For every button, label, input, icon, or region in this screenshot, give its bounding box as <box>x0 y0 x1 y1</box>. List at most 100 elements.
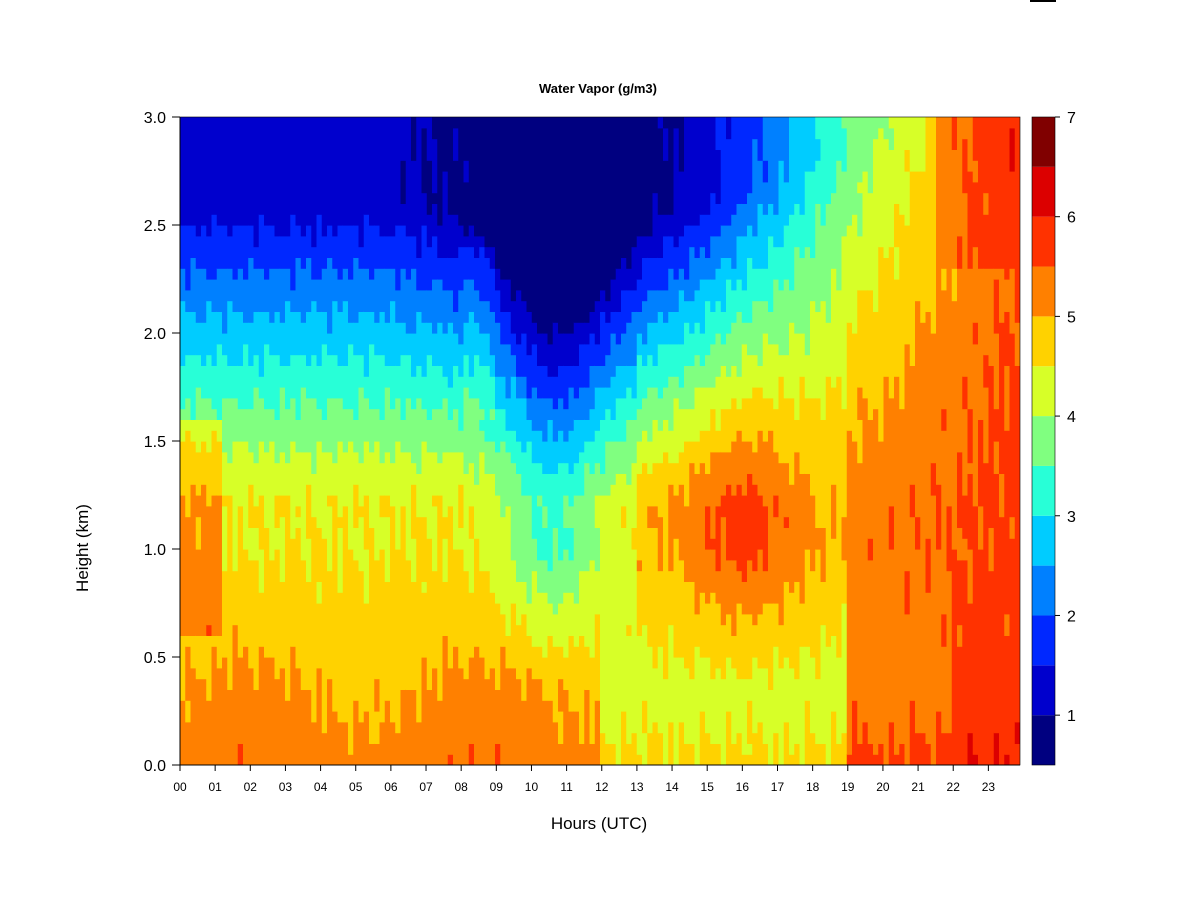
heatmap-cell <box>531 678 538 765</box>
heatmap-cell <box>678 235 685 269</box>
heatmap-cell <box>584 462 591 572</box>
heatmap-cell <box>631 462 638 528</box>
heatmap-cell <box>778 160 785 248</box>
heatmap-cell <box>841 559 848 604</box>
heatmap-cell <box>505 451 512 507</box>
heatmap-cell <box>694 354 701 388</box>
heatmap-cell <box>300 117 307 237</box>
heatmap-cell <box>374 743 381 765</box>
heatmap-cell <box>405 397 412 453</box>
heatmap-cell <box>768 603 774 690</box>
colorbar-swatch <box>1032 615 1055 666</box>
heatmap-cell <box>668 117 675 215</box>
heatmap-cell <box>227 689 234 765</box>
heatmap-cell <box>311 279 318 302</box>
heatmap-cell <box>705 300 711 356</box>
heatmap-cell <box>631 246 638 291</box>
heatmap-cell <box>1004 430 1011 615</box>
heatmap-cell <box>411 333 417 377</box>
heatmap-cell <box>248 667 255 765</box>
heatmap-cell <box>421 376 428 410</box>
heatmap-cell <box>201 441 207 485</box>
heatmap-cell <box>867 192 874 291</box>
heatmap-cell <box>474 397 480 485</box>
heatmap-cell <box>873 117 879 140</box>
heatmap-cell <box>495 268 501 291</box>
heatmap-cell <box>195 451 202 496</box>
heatmap-cell <box>689 743 696 765</box>
heatmap-cell <box>589 408 596 442</box>
heatmap-cell <box>673 538 680 658</box>
heatmap-cell <box>909 171 916 366</box>
colorbar-tick-label: 2 <box>1067 608 1076 625</box>
heatmap-cell <box>647 257 654 291</box>
heatmap-cell <box>552 646 559 723</box>
heatmap-cell <box>363 711 370 765</box>
heatmap-cell <box>505 397 512 431</box>
heatmap-cell <box>400 203 407 226</box>
heatmap-cell <box>957 268 963 453</box>
heatmap-cell <box>510 333 517 356</box>
heatmap-cell <box>363 495 370 550</box>
heatmap-cell <box>647 289 654 323</box>
heatmap-cell <box>836 160 843 291</box>
heatmap-cell <box>626 322 633 366</box>
heatmap-cell <box>463 473 470 572</box>
heatmap-cell <box>332 354 339 399</box>
heatmap-cell <box>657 646 664 734</box>
heatmap-cell <box>437 257 444 280</box>
heatmap-cell <box>227 268 234 302</box>
heatmap-cell <box>453 160 459 215</box>
heatmap-cell <box>636 235 643 280</box>
heatmap-cell <box>290 311 297 356</box>
heatmap-cell <box>652 721 659 765</box>
heatmap-area <box>180 117 1020 765</box>
heatmap-cell <box>274 678 281 765</box>
heatmap-cell <box>500 343 507 377</box>
heatmap-cell <box>573 397 580 420</box>
heatmap-cell <box>526 635 533 669</box>
heatmap-cell <box>458 549 465 669</box>
heatmap-cell <box>185 635 192 647</box>
heatmap-cell <box>731 365 738 399</box>
heatmap-cell <box>516 397 522 442</box>
heatmap-cell <box>621 505 627 528</box>
heatmap-cell <box>941 117 948 269</box>
heatmap-cell <box>201 365 207 399</box>
heatmap-cell <box>589 743 596 765</box>
heatmap-cell <box>526 495 533 604</box>
y-tick-label: 2.5 <box>144 218 166 235</box>
heatmap-cell <box>542 700 549 765</box>
heatmap-cell <box>526 441 533 496</box>
corner-mark <box>1030 0 1056 2</box>
heatmap-cell <box>206 505 213 626</box>
heatmap-cell <box>831 387 837 485</box>
heatmap-cell <box>505 279 512 312</box>
heatmap-cell <box>369 117 375 226</box>
heatmap-cell <box>521 581 528 615</box>
heatmap-cell <box>663 117 669 129</box>
heatmap-cell <box>762 441 769 507</box>
heatmap-cell <box>705 430 711 474</box>
heatmap-cell <box>972 117 979 161</box>
heatmap-cell <box>348 322 354 345</box>
heatmap-cell <box>642 462 648 626</box>
heatmap-cell <box>206 235 213 280</box>
heatmap-cell <box>500 441 507 518</box>
heatmap-cell <box>363 214 370 269</box>
heatmap-cell <box>447 214 454 258</box>
heatmap-cell <box>915 171 921 302</box>
heatmap-cell <box>594 613 601 701</box>
heatmap-cell <box>279 365 286 388</box>
heatmap-cell <box>983 354 990 388</box>
heatmap-cell <box>957 117 963 237</box>
heatmap-cell <box>815 138 822 161</box>
heatmap-cell <box>516 376 522 399</box>
heatmap-cell <box>642 624 648 701</box>
heatmap-cell <box>605 300 612 323</box>
heatmap-cell <box>715 376 722 431</box>
heatmap-cell <box>621 473 627 507</box>
heatmap-cell <box>348 117 354 226</box>
heatmap-cell <box>715 570 722 604</box>
heatmap-cell <box>379 516 386 550</box>
